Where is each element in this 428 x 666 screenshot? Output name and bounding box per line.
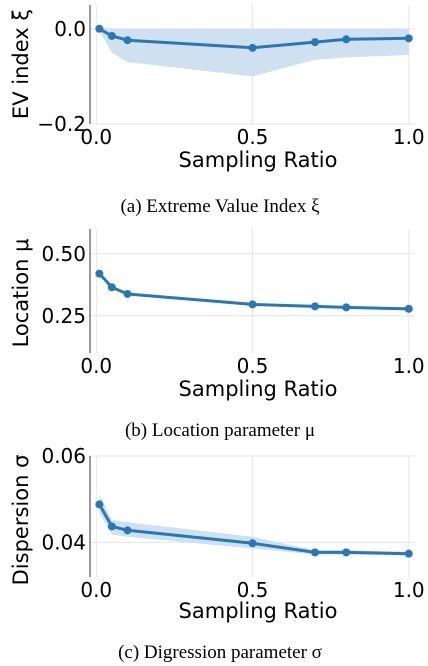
panel-c-grid (89, 455, 415, 577)
panel-b: 0.0 0.5 1.0 0.25 0.50 Sampling Ratio Locati… (9, 229, 425, 441)
panel-b-data-point-0 (95, 269, 104, 278)
panel-b-x-tick-label: 0.5 (237, 354, 269, 378)
panel-b-grid (89, 229, 415, 353)
panel-c-data-point-2 (123, 526, 132, 535)
panel-c-data-point-0 (95, 500, 104, 509)
panel-a-confidence-band (99, 27, 409, 77)
panel-c-y-axis-label: Dispersion σ (9, 455, 33, 586)
panel-b-data-point-3 (248, 300, 257, 309)
panel-b-x-tick-label: 0.0 (80, 354, 112, 378)
panel-a-x-tick-label: 0.0 (80, 125, 112, 149)
panel-b-y-ticks: 0.25 0.50 (41, 242, 86, 328)
panel-c-x-tick-label: 0.5 (237, 578, 269, 602)
panel-c-caption: (c) Digression parameter σ (118, 642, 322, 663)
panel-b-y-tick-label: 0.50 (41, 242, 86, 266)
panel-c-data-point-1 (107, 522, 116, 531)
panel-a-data-point-6 (404, 34, 413, 43)
panel-c-y-tick-label: 0.04 (41, 530, 86, 554)
panel-c-x-tick-label: 1.0 (393, 578, 425, 602)
panel-a-points (95, 24, 413, 52)
panel-b-x-tick-label: 1.0 (393, 354, 425, 378)
panel-a-data-point-3 (248, 43, 257, 52)
panel-c-points (95, 500, 413, 558)
panel-b-data-point-2 (123, 289, 132, 298)
panel-b-y-tick-label: 0.25 (41, 304, 86, 328)
panel-b-caption: (b) Location parameter μ (125, 420, 315, 441)
panel-a: 0.0 0.5 1.0 −0.20.0 Sampling Ratio EV inde… (9, 5, 425, 217)
panel-a-y-tick-label: 0.0 (54, 17, 86, 41)
panel-b-data-point-1 (107, 283, 116, 292)
panel-a-y-ticks: −0.2 0.0 (37, 17, 86, 136)
panel-a-data-point-1 (107, 31, 116, 40)
panel-b-data-point-4 (311, 302, 319, 311)
panel-c-x-ticks: 0.0 0.5 1.0 (80, 578, 424, 602)
panel-a-x-axis-label: Sampling Ratio (179, 148, 338, 172)
panel-c: 0.0 0.5 1.0 0.04 0.06 Sampling Ratio Disper… (9, 444, 425, 663)
panel-a-y-axis-label: EV index ξ (9, 9, 33, 119)
panel-c-data-point-6 (404, 549, 413, 558)
panel-a-data-point-5 (342, 35, 351, 44)
panel-b-y-axis-label: Location μ (9, 239, 33, 348)
panel-c-data-point-5 (342, 548, 351, 557)
panel-c-data-point-4 (311, 548, 319, 557)
panel-c-x-axis-label: Sampling Ratio (179, 599, 338, 623)
panel-a-data-point-0 (95, 24, 104, 33)
panel-a-caption: (a) Extreme Value Index ξ (120, 196, 320, 217)
panel-a-data-point-2 (123, 36, 132, 45)
panel-c-y-tick-label: 0.06 (41, 444, 86, 468)
panel-b-x-ticks: 0.0 0.5 1.0 (80, 354, 424, 378)
panel-c-confidence-band (99, 494, 409, 556)
panel-b-data-point-6 (404, 304, 413, 313)
panel-a-x-ticks: 0.0 0.5 1.0 (80, 125, 424, 149)
panel-b-points (95, 269, 413, 313)
panel-a-x-tick-label: 1.0 (393, 125, 425, 149)
panel-a-x-tick-label: 0.5 (237, 125, 269, 149)
panel-c-y-ticks: 0.04 0.06 (41, 444, 86, 554)
panel-c-x-tick-label: 0.0 (80, 578, 112, 602)
panel-b-data-point-5 (342, 303, 351, 312)
panel-a-data-point-4 (311, 38, 319, 47)
panel-b-x-axis-label: Sampling Ratio (179, 377, 338, 401)
panel-a-y-tick-label: −0.2 (37, 112, 86, 136)
panel-c-data-point-3 (248, 539, 257, 548)
